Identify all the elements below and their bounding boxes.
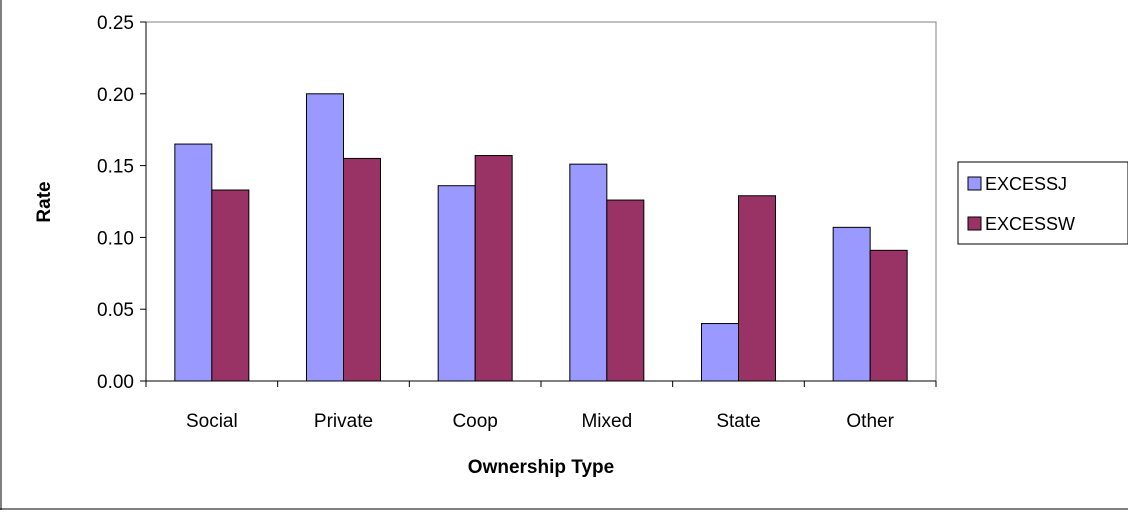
- bar-excessj-social: [174, 143, 213, 382]
- x-tick-label: Private: [314, 411, 373, 432]
- plot-area: [145, 21, 937, 382]
- bar-excessw-private: [343, 157, 381, 382]
- bars: [174, 93, 908, 382]
- x-tick-label: Other: [846, 411, 894, 432]
- y-tick-label: 0.20: [97, 85, 134, 106]
- y-tick-label: 0.10: [97, 228, 134, 249]
- y-tick-label: 0.00: [97, 372, 134, 393]
- y-axis-title: Rate: [34, 181, 55, 222]
- bar-excessj-state: [701, 323, 739, 382]
- legend-label-excessj: EXCESSJ: [985, 174, 1067, 194]
- bar-excessj-mixed: [569, 163, 608, 382]
- legend: EXCESSJ EXCESSW: [957, 161, 1128, 245]
- bar-excessw-coop: [474, 155, 513, 382]
- x-axis-title: Ownership Type: [468, 457, 614, 478]
- y-tick-label: 0.25: [97, 13, 134, 34]
- y-tick-label: 0.15: [97, 157, 134, 178]
- legend-swatch-excessj: [967, 176, 982, 191]
- bar-excessj-private: [306, 93, 344, 382]
- legend-label-excessw: EXCESSW: [985, 214, 1075, 234]
- y-axis: 0.00 0.05 0.10 0.15 0.20 0.25: [97, 13, 147, 393]
- x-tick-label: Coop: [452, 411, 497, 432]
- bar-excessw-mixed: [606, 199, 645, 382]
- legend-box: [957, 161, 1128, 245]
- x-tick-label: Social: [186, 411, 238, 432]
- bar-excessw-state: [738, 195, 776, 382]
- bar-excessw-social: [211, 189, 250, 382]
- x-tick-label: Mixed: [581, 411, 632, 432]
- y-tick-label: 0.05: [97, 300, 134, 321]
- bar-excessw-other: [869, 249, 908, 382]
- legend-swatch-excessw: [967, 216, 982, 231]
- x-tick-label: State: [716, 411, 760, 432]
- bar-excessj-coop: [437, 185, 476, 382]
- bar-excessj-other: [832, 226, 871, 382]
- x-axis: Social Private Coop Mixed State Other: [145, 380, 937, 432]
